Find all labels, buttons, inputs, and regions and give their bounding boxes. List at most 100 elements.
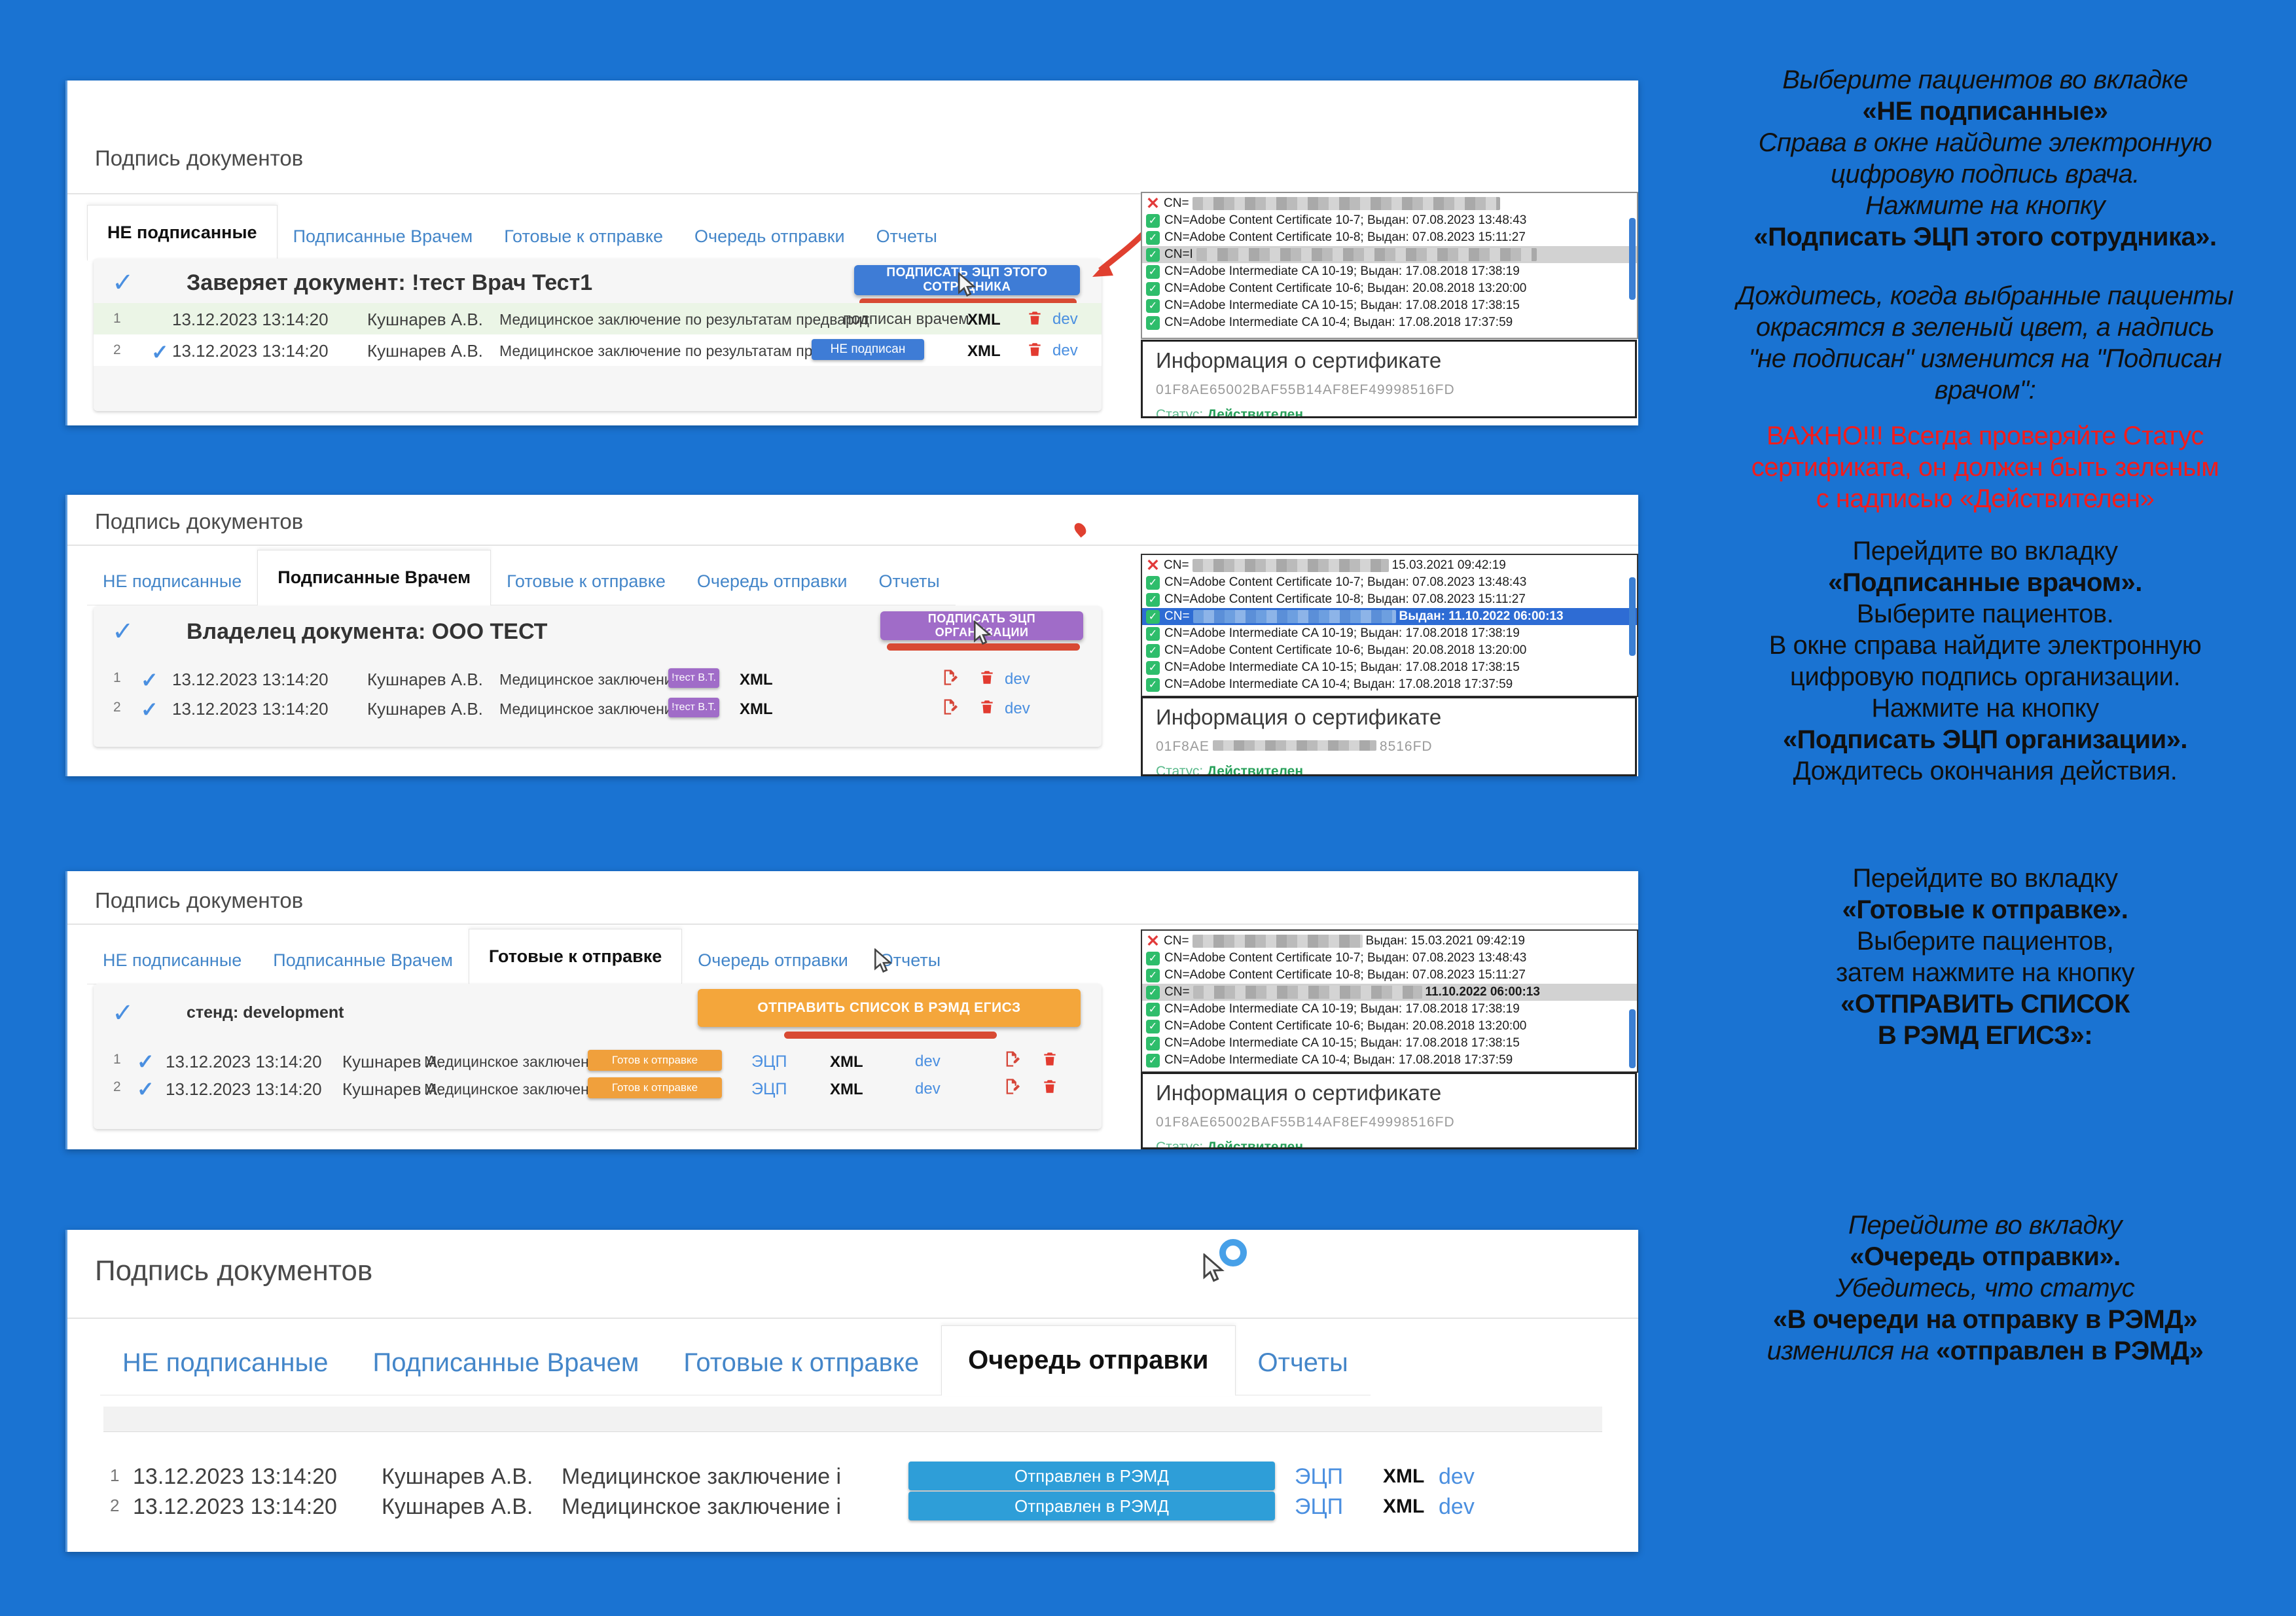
- certificate-item[interactable]: ✕ CN=: [1142, 195, 1637, 212]
- certificate-item[interactable]: ✓ CN=Adobe Content Certificate 10-8; Выда…: [1142, 229, 1637, 246]
- certificate-item[interactable]: ✓ CN=Adobe Intermediate CA 10-4; Выдан: 1…: [1142, 1052, 1637, 1069]
- tab-reports[interactable]: Отчеты: [878, 571, 940, 591]
- select-all-checkbox[interactable]: ✓: [112, 617, 134, 646]
- dev-link[interactable]: dev: [1005, 700, 1030, 717]
- certificate-item[interactable]: ✕ CN= Выдан: 15.03.2021 09:42:19: [1142, 933, 1637, 950]
- row-checkbox[interactable]: ✓: [151, 340, 169, 364]
- certificate-item-highlighted[interactable]: ✓ CN= 11.10.2022 06:00:13: [1142, 984, 1637, 1001]
- tab-unsigned[interactable]: НЕ подписанные: [122, 1348, 329, 1377]
- certificate-item-selected[interactable]: ✓ CN= Выдан: 11.10.2022 06:00:13: [1142, 608, 1637, 625]
- certificate-item[interactable]: ✓ CN=Adobe Content Certificate 10-7; Выда…: [1142, 574, 1637, 591]
- cell-date: 13.12.2023 13:14:20: [166, 1079, 322, 1099]
- certificate-item[interactable]: ✓ CN=Adobe Intermediate CA 10-4; Выдан: 1…: [1142, 676, 1637, 693]
- dev-link[interactable]: dev: [1052, 342, 1078, 359]
- certificate-item[interactable]: ✓ CN=Adobe Content Certificate 10-6; Выда…: [1142, 1018, 1637, 1035]
- edit-document-icon[interactable]: [1003, 1050, 1022, 1071]
- status-badge-ready: Готов к отправке: [588, 1050, 722, 1071]
- tab-send-queue[interactable]: Очередь отправки: [698, 950, 848, 970]
- ecp-link[interactable]: ЭЦП: [1295, 1494, 1344, 1519]
- cell-author: Кушнарев А.В.: [367, 699, 483, 719]
- select-all-checkbox[interactable]: ✓: [112, 268, 134, 297]
- certificate-item[interactable]: ✓ CN=Adobe Content Certificate 10-7; Выда…: [1142, 950, 1637, 967]
- tab-ready-to-send[interactable]: Готовые к отправке: [683, 1348, 920, 1377]
- select-all-checkbox[interactable]: ✓: [112, 999, 134, 1028]
- instruction-step-2: Дождитесь, когда выбранные пациенты окра…: [1676, 280, 2295, 406]
- cert-date: 15.03.2021 09:42:19: [1391, 558, 1506, 572]
- annotation-underline: [859, 298, 1077, 306]
- certificate-item[interactable]: ✕ CN= 15.03.2021 09:42:19: [1142, 557, 1637, 574]
- tab-ready-to-send[interactable]: Готовые к отправке: [504, 226, 664, 246]
- tab-unsigned[interactable]: НЕ подписанные: [103, 571, 242, 591]
- ecp-link[interactable]: ЭЦП: [751, 1052, 787, 1071]
- certificate-item[interactable]: ✓ CN=Adobe Intermediate CA 10-19; Выдан: …: [1142, 1001, 1637, 1018]
- scrollbar[interactable]: [1629, 577, 1636, 656]
- ecp-link[interactable]: ЭЦП: [1295, 1464, 1344, 1489]
- dev-link[interactable]: dev: [1052, 310, 1078, 328]
- invalid-x-icon: ✕: [1146, 931, 1160, 950]
- trash-icon[interactable]: [1041, 1050, 1058, 1071]
- trash-icon[interactable]: [1026, 340, 1043, 362]
- row-checkbox[interactable]: ✓: [141, 698, 158, 721]
- certificate-item[interactable]: ✓ CN=Adobe Intermediate CA 10-15; Выдан: …: [1142, 1035, 1637, 1052]
- cell-document: Медицинское заключение і: [424, 1081, 613, 1098]
- tab-signed-by-doctor[interactable]: Подписанные Врачем: [257, 550, 492, 606]
- trash-icon[interactable]: [978, 698, 996, 719]
- tab-send-queue[interactable]: Очередь отправки: [696, 571, 848, 591]
- edit-document-icon[interactable]: [1003, 1077, 1022, 1099]
- tab-ready-to-send[interactable]: Готовые к отправке: [468, 929, 683, 985]
- cert-cn: CN=: [1164, 985, 1190, 999]
- certificate-status: Статус: Действителен: [1156, 764, 1622, 774]
- certificate-item[interactable]: ✓ CN=Adobe Content Certificate 10-8; Выда…: [1142, 591, 1637, 608]
- valid-check-icon: ✓: [1146, 626, 1160, 641]
- tab-unsigned[interactable]: НЕ подписанные: [103, 950, 242, 970]
- certificate-item[interactable]: ✓ CN=I: [1142, 246, 1637, 263]
- table-row: 2 13.12.2023 13:14:20 Кушнарев А.В. Меди…: [103, 1490, 1602, 1522]
- row-checkbox[interactable]: ✓: [141, 668, 158, 692]
- certificate-item[interactable]: ✓ CN=Adobe Content Certificate 10-6; Выда…: [1142, 280, 1637, 297]
- tab-send-queue[interactable]: Очередь отправки: [694, 226, 845, 246]
- certificate-info-box: Информация о сертификате 01F8AE 8516FD Ст…: [1141, 696, 1637, 776]
- certificate-item[interactable]: ✓ CN=Adobe Intermediate CA 10-19; Выдан: …: [1142, 263, 1637, 280]
- row-checkbox[interactable]: ✓: [137, 1077, 154, 1101]
- dev-link[interactable]: dev: [1439, 1494, 1475, 1519]
- trash-icon[interactable]: [1041, 1077, 1058, 1099]
- edit-document-icon[interactable]: [941, 668, 960, 690]
- tab-ready-to-send[interactable]: Готовые к отправке: [507, 571, 666, 591]
- scrollbar[interactable]: [1629, 218, 1636, 300]
- tab-unsigned[interactable]: НЕ подписанные: [87, 205, 278, 261]
- send-to-remd-button[interactable]: ОТПРАВИТЬ СПИСОК В РЭМД ЕГИСЗ: [698, 989, 1081, 1027]
- valid-check-icon: ✓: [1146, 230, 1160, 245]
- edit-document-icon[interactable]: [941, 698, 960, 719]
- certificate-item[interactable]: ✓ CN=Adobe Intermediate CA 10-19; Выдан: …: [1142, 625, 1637, 642]
- tab-signed-by-doctor[interactable]: Подписанные Врачем: [293, 226, 473, 246]
- tab-reports[interactable]: Отчеты: [1257, 1348, 1348, 1377]
- dev-link[interactable]: dev: [1439, 1464, 1475, 1489]
- row-number: 1: [113, 311, 121, 326]
- certificate-item[interactable]: ✓ CN=Adobe Intermediate CA 10-4; Выдан: 1…: [1142, 314, 1637, 331]
- instruction-line: Выберите пациентов во вкладке: [1782, 65, 2188, 94]
- trash-icon[interactable]: [978, 668, 996, 690]
- row-checkbox[interactable]: ✓: [137, 1050, 154, 1073]
- trash-icon[interactable]: [1026, 309, 1043, 331]
- certificate-item[interactable]: ✓ CN=Adobe Content Certificate 10-7; Выда…: [1142, 212, 1637, 229]
- dev-link[interactable]: dev: [1005, 670, 1030, 688]
- certificate-item[interactable]: ✓ CN=Adobe Intermediate CA 10-15; Выдан: …: [1142, 659, 1637, 676]
- tab-signed-by-doctor[interactable]: Подписанные Врачем: [372, 1348, 639, 1377]
- tab-reports[interactable]: Отчеты: [876, 226, 937, 246]
- scrollbar[interactable]: [1629, 1009, 1636, 1068]
- valid-check-icon: ✓: [1146, 985, 1160, 999]
- dev-link[interactable]: dev: [915, 1052, 941, 1070]
- cell-date: 13.12.2023 13:14:20: [172, 341, 329, 361]
- certificate-item[interactable]: ✓ CN=Adobe Content Certificate 10-8; Выда…: [1142, 967, 1637, 984]
- ecp-link[interactable]: ЭЦП: [751, 1080, 787, 1098]
- certificate-item[interactable]: ✓ CN=Adobe Content Certificate 10-6; Выда…: [1142, 642, 1637, 659]
- instruction-line: "не подписан" изменится на "Подписан: [1748, 344, 2222, 373]
- mouse-cursor-icon: [1201, 1252, 1227, 1287]
- tab-reports[interactable]: Отчеты: [879, 950, 941, 970]
- sign-org-ecp-button[interactable]: ПОДПИСАТЬ ЭЦП ОРГАНИЗАЦИИ: [880, 611, 1083, 640]
- dev-link[interactable]: dev: [915, 1080, 941, 1098]
- tab-send-queue[interactable]: Очередь отправки: [941, 1325, 1236, 1396]
- tab-signed-by-doctor[interactable]: Подписанные Врачем: [273, 950, 453, 970]
- cert-cn: CN=: [1164, 196, 1189, 210]
- certificate-item[interactable]: ✓ CN=Adobe Intermediate CA 10-15; Выдан: …: [1142, 297, 1637, 314]
